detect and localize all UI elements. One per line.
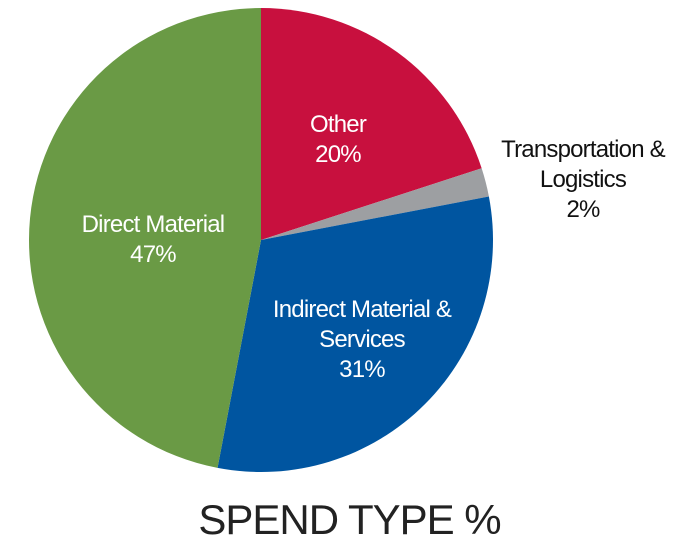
pie-slice xyxy=(28,8,261,468)
value-label: 2% xyxy=(566,196,600,223)
pie-slice xyxy=(217,196,494,473)
slice-label: Indirect Material & Services 31% xyxy=(247,295,477,385)
category-label: Indirect Material & Services xyxy=(272,296,452,353)
slice-label: Direct Material 47% xyxy=(53,210,253,270)
category-label: Direct Material xyxy=(81,211,226,238)
value-label: 31% xyxy=(339,356,385,383)
category-label: Other xyxy=(309,111,367,138)
pie-slice xyxy=(261,168,489,240)
category-label: Transportation & Logistics xyxy=(501,136,666,193)
slice-label: Other 20% xyxy=(258,110,418,170)
pie-slice xyxy=(261,8,482,240)
value-label: 47% xyxy=(130,241,176,268)
chart-title: SPEND TYPE % xyxy=(198,496,501,543)
slice-label: Transportation & Logistics 2% xyxy=(491,135,676,225)
value-label: 20% xyxy=(315,141,361,168)
